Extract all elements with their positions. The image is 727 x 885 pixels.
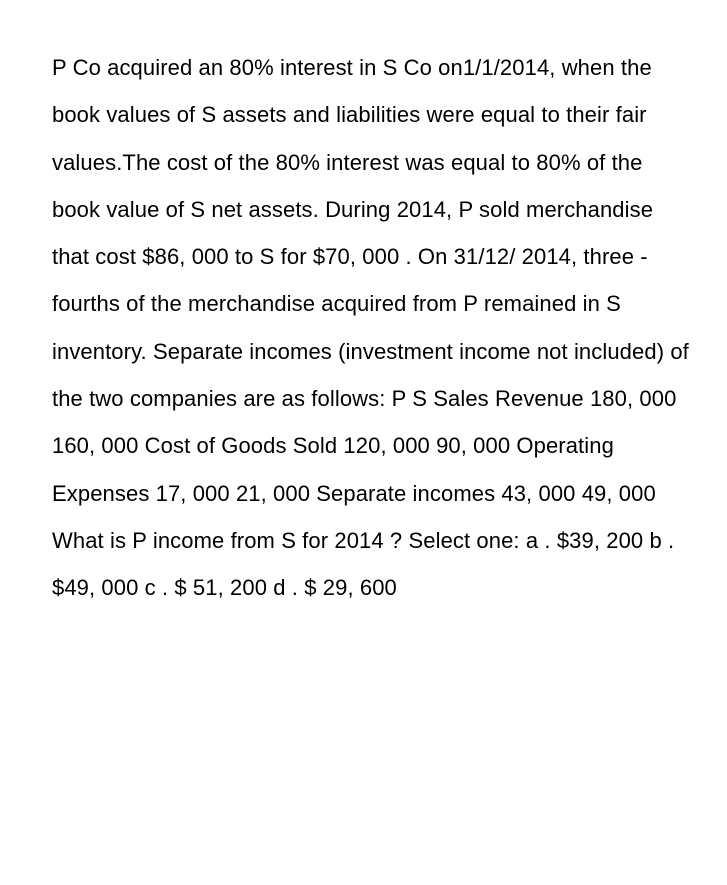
question-page: P Co acquired an 80% interest in S Co on… — [0, 0, 727, 656]
question-body: P Co acquired an 80% interest in S Co on… — [52, 44, 689, 612]
